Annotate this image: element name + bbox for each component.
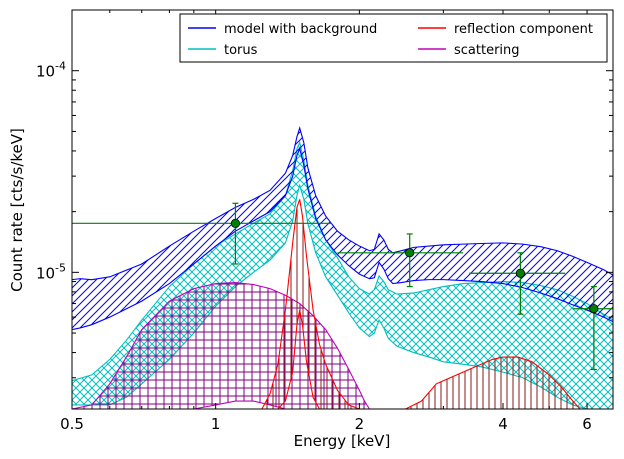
data-point bbox=[572, 285, 613, 371]
band-layer bbox=[72, 126, 613, 409]
data-point-layer bbox=[72, 202, 613, 371]
reflection-band-fill bbox=[261, 199, 581, 409]
data-marker bbox=[589, 304, 599, 314]
data-point bbox=[469, 252, 566, 315]
legend-box bbox=[179, 13, 608, 63]
reflection-lower-line bbox=[261, 309, 581, 409]
x-tick-label: 1 bbox=[211, 415, 221, 433]
x-tick-label: 2 bbox=[355, 415, 365, 433]
y-tick-label: 10-4 bbox=[36, 60, 66, 81]
x-axis-label: Energy [keV] bbox=[294, 432, 391, 450]
legend-label-scattering: scattering bbox=[454, 43, 520, 58]
plot-frame bbox=[71, 9, 614, 410]
legend-label-reflection: reflection component bbox=[454, 22, 593, 37]
axis-ticks: 0.5 1 2 4 6 10-5 10-4 bbox=[36, 10, 613, 433]
data-marker bbox=[515, 268, 526, 278]
x-tick-label: 4 bbox=[498, 415, 508, 433]
model-upper-line bbox=[72, 126, 613, 281]
y-tick-label: 10-5 bbox=[36, 261, 66, 282]
legend: model with background torus reflection com… bbox=[179, 13, 608, 63]
data-point bbox=[337, 233, 464, 288]
legend-label-torus: torus bbox=[224, 43, 258, 58]
model-lower-line bbox=[72, 147, 613, 331]
data-marker bbox=[230, 218, 241, 228]
data-marker bbox=[405, 248, 415, 258]
torus-band-fill bbox=[72, 142, 613, 409]
data-point bbox=[72, 202, 332, 265]
scattering-upper-line bbox=[72, 281, 370, 409]
scattering-lower-line bbox=[72, 400, 370, 409]
model-band-fill bbox=[72, 127, 613, 330]
reflection-upper-line bbox=[261, 199, 581, 409]
x-tick-label: 0.5 bbox=[60, 415, 84, 433]
x-tick-label: 6 bbox=[582, 415, 592, 433]
y-axis-label: Count rate [cts/s/keV] bbox=[8, 128, 26, 292]
legend-label-model: model with background bbox=[224, 22, 377, 37]
